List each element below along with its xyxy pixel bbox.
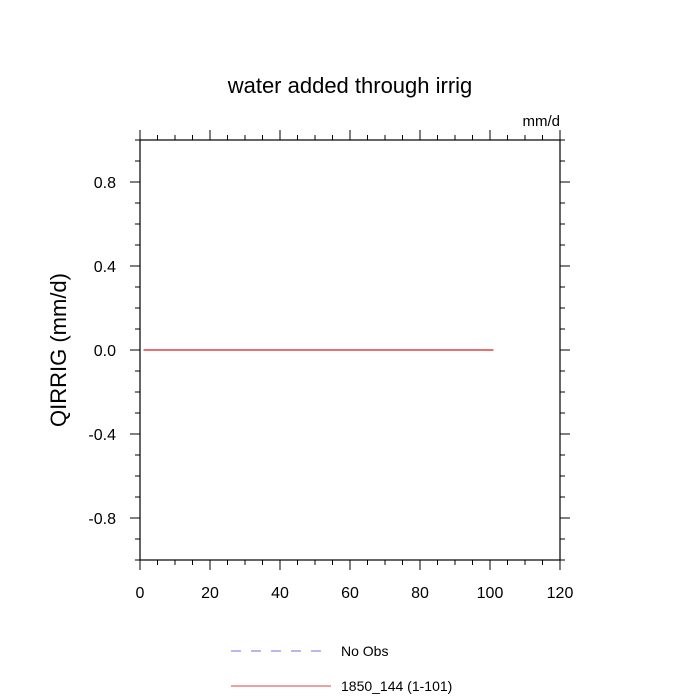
x-tick-label: 80 bbox=[411, 585, 429, 602]
x-tick-label: 100 bbox=[477, 585, 504, 602]
x-tick-label: 0 bbox=[136, 585, 145, 602]
legend-label: No Obs bbox=[341, 643, 388, 659]
y-tick-label: 0.4 bbox=[94, 259, 116, 276]
y-tick-label: 0.8 bbox=[94, 175, 116, 192]
y-tick-label: -0.4 bbox=[88, 427, 116, 444]
y-axis: -0.8 -0.4 0.0 0.4 0.8 bbox=[88, 139, 570, 561]
x-tick-label: 120 bbox=[547, 585, 574, 602]
x-tick-label: 40 bbox=[271, 585, 289, 602]
y-tick-label: -0.8 bbox=[88, 511, 116, 528]
x-tick-label: 20 bbox=[201, 585, 219, 602]
x-tick-label: 60 bbox=[341, 585, 359, 602]
legend: No Obs 1850_144 (1-101) bbox=[231, 643, 452, 694]
y-tick-label: 0.0 bbox=[94, 343, 116, 360]
units-label: mm/d bbox=[523, 113, 561, 130]
y-axis-label: QIRRIG (mm/d) bbox=[46, 273, 71, 427]
x-axis: 0 20 40 60 80 100 120 bbox=[136, 130, 574, 602]
chart-title: water added through irrig bbox=[227, 73, 473, 98]
legend-label: 1850_144 (1-101) bbox=[341, 678, 452, 694]
